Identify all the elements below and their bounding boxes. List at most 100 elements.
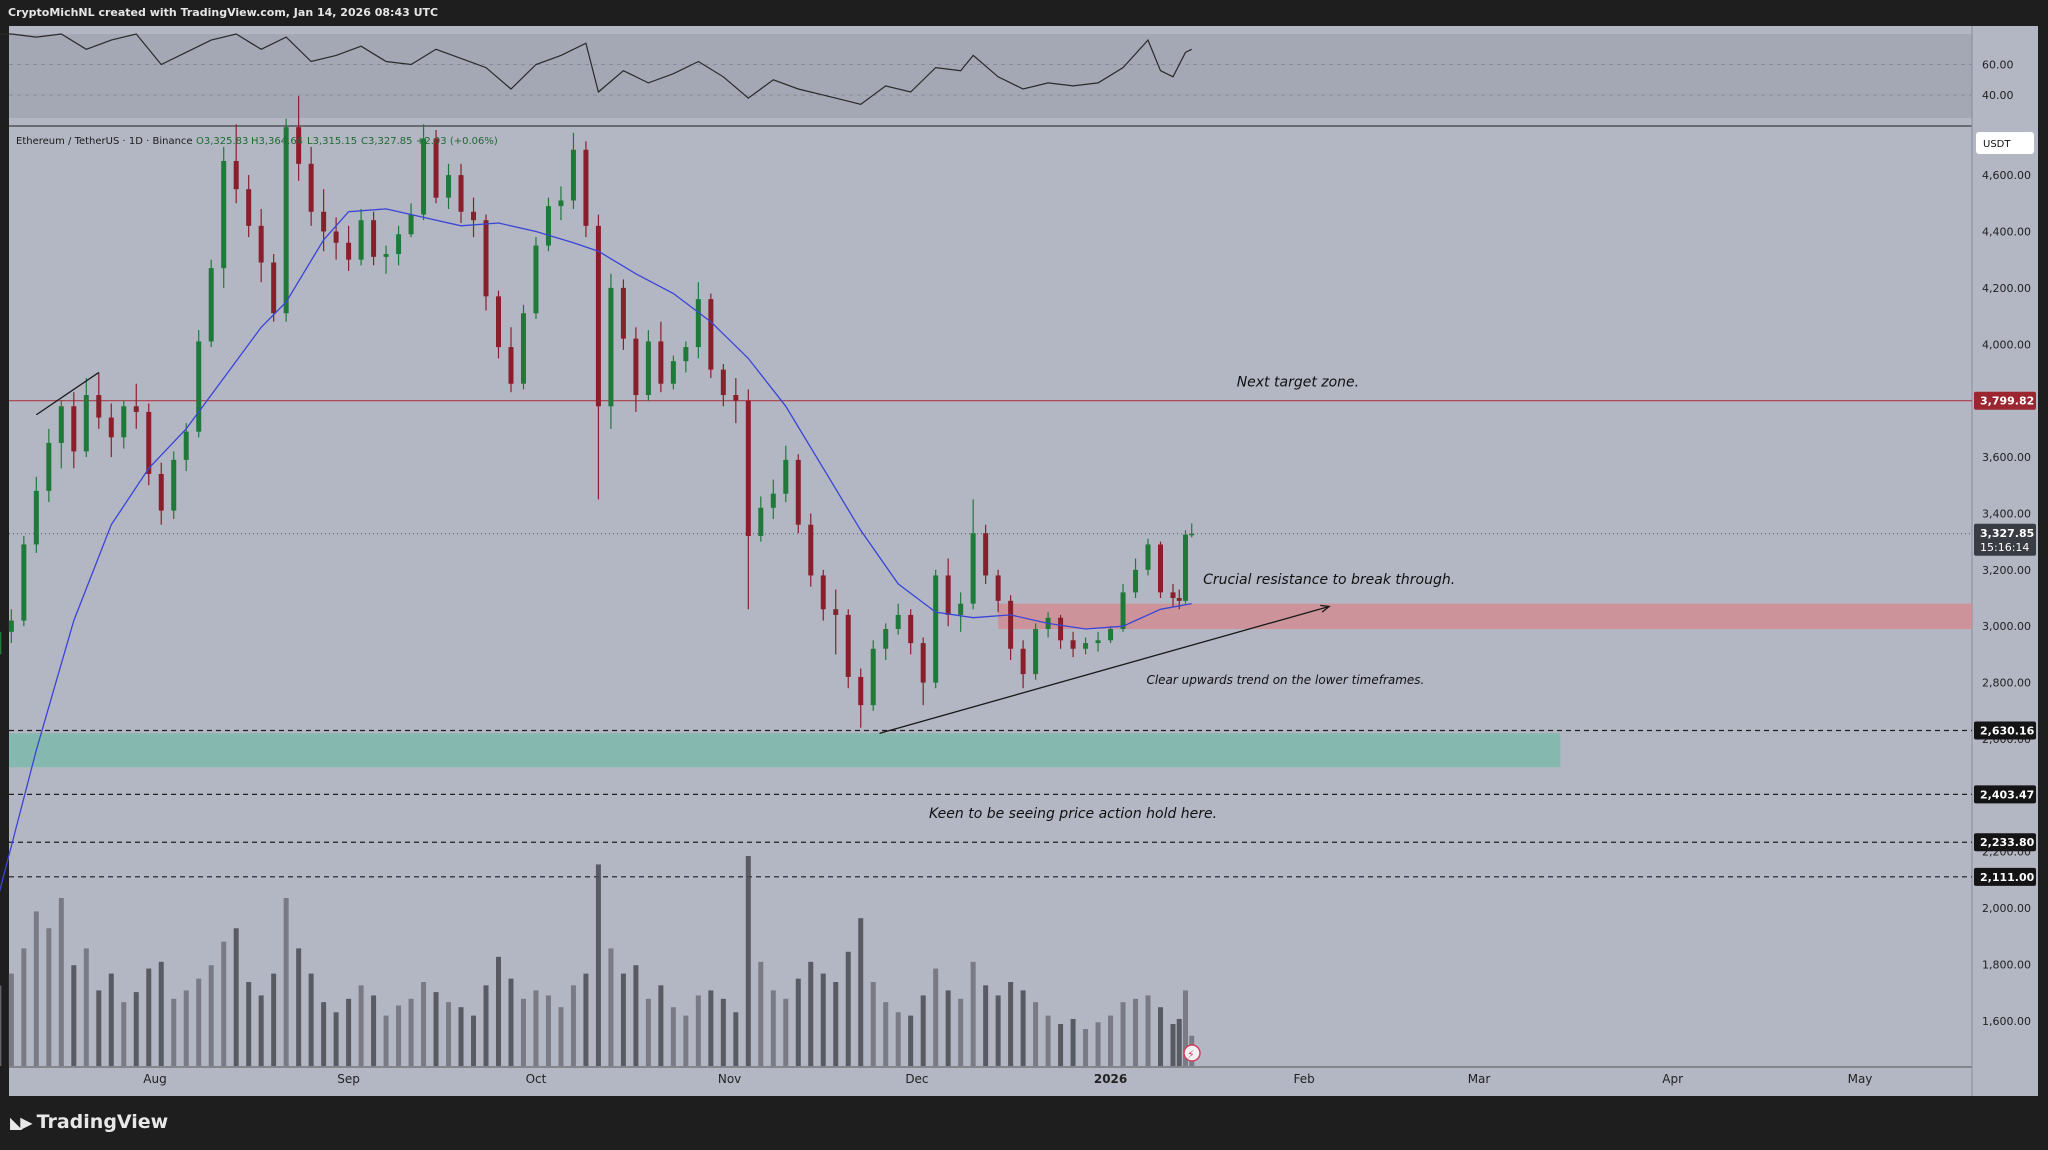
chart-panel-background [9,26,1972,1096]
volume-bar [1170,1024,1176,1066]
candle-up [683,347,689,362]
candle-up [421,138,427,215]
candle-up [870,648,876,706]
annotation-text: Crucial resistance to break through. [1203,572,1455,588]
volume-bar [870,982,876,1066]
candle-down [71,406,77,452]
price-badges: 3,799.82 2,630.16 2,403.47 2,233.80 2,111.00… [1974,391,2036,886]
volume-bar [933,968,939,1066]
candle-down [920,643,926,683]
price-tick-label: 4,000.00 [1982,338,2031,351]
candles [0,96,1195,728]
volume-bar [396,1005,402,1066]
price-tick-label: 3,400.00 [1982,507,2031,520]
volume-bar [246,982,252,1066]
replay-icon[interactable]: ⚡ [1183,1044,1201,1062]
candle-down [620,287,626,339]
volume-bar [21,948,27,1066]
volume-bar [358,985,364,1066]
volume-bar [283,898,289,1066]
candle-up [21,544,27,621]
candle-down [233,161,239,190]
volume-bar [296,948,302,1066]
candle-up [1133,569,1139,593]
volume-bar [83,948,89,1066]
candle-down [133,406,139,412]
candle-up [8,620,14,632]
price-badge-label: 2,233.80 [1980,836,2035,849]
volume-bar [770,990,776,1066]
candle-down [296,127,302,164]
volume-bar [745,856,751,1066]
price-badge-label: 2,630.16 [1980,724,2035,737]
candle-up [446,175,452,198]
last-price-label: 3,327.85 [1980,527,2034,540]
volume-bar [71,965,77,1066]
volume-bar [433,992,439,1066]
candle-down [658,341,664,384]
candle-up [46,442,52,491]
candle-up [670,361,676,384]
candle-up [533,245,539,314]
volume-bar [446,1002,452,1066]
price-badge-box [1974,867,2036,886]
candle-up [608,287,614,407]
volume-bar [970,961,976,1066]
volume-bar [1020,990,1026,1066]
volume-bar [945,990,951,1066]
candle-down [995,575,1001,601]
candle-up [895,614,901,630]
candle-down [346,242,352,260]
volume-bar [133,992,139,1066]
symbol-pair: Ethereum / TetherUS · 1D · Binance [16,136,193,147]
candle-down [333,231,339,243]
volume-bar [695,995,701,1066]
candle-down [146,411,152,474]
candle-down [833,609,839,615]
candle-up [933,575,939,683]
candle-down [983,533,989,576]
volume-bar [1083,1029,1089,1066]
moving-average [0,208,1192,893]
candle-up [970,533,976,604]
candle-down [1020,648,1026,675]
price-tick-label: 2,000.00 [1982,902,2031,915]
time-tick-label: Nov [718,1072,741,1086]
price-chart[interactable]: 60.00 40.00 Next target zone. Crucial resi… [0,26,2048,1096]
candle-up [1108,629,1114,641]
volume-bar [471,1015,477,1066]
rsi-line [0,33,1192,105]
candle-up [1083,643,1089,649]
time-tick-label: Aug [143,1072,166,1086]
volume-bar [8,973,14,1066]
volume-bar [658,985,664,1066]
candle-up [545,206,551,246]
symbol-legend[interactable]: Ethereum / TetherUS · 1D · Binance O3,32… [16,136,498,147]
price-scale-background [1972,26,2038,1096]
candle-down [595,225,601,407]
volume-bar [1108,1015,1114,1066]
volume-bar [258,995,264,1066]
volume-bar [1176,1018,1182,1066]
currency-badge-box [1976,132,2034,154]
candle-down [495,296,501,348]
price-badge-label: 2,111.00 [1980,871,2035,884]
volume-bar [670,1007,676,1066]
volume-bar [758,961,764,1066]
candle-up [183,431,189,460]
tradingview-logo[interactable]: ◣▶ TradingView [10,1111,168,1133]
volume-bar [820,973,826,1066]
candle-down [258,225,264,263]
candle-up [758,507,764,536]
volume-bar [508,978,514,1066]
ohlc-low: L3,315.15 [307,136,357,147]
candle-down [708,299,714,370]
volume-bar [1033,1002,1039,1066]
candle-up [558,200,564,207]
ohlc-close: C3,327.85 [361,136,413,147]
price-badge-box [1974,785,2036,804]
currency-selector[interactable]: USDT [1976,132,2034,154]
candle-down [745,400,751,536]
price-tick-label: 4,600.00 [1982,169,2031,182]
candle-up [221,161,227,269]
